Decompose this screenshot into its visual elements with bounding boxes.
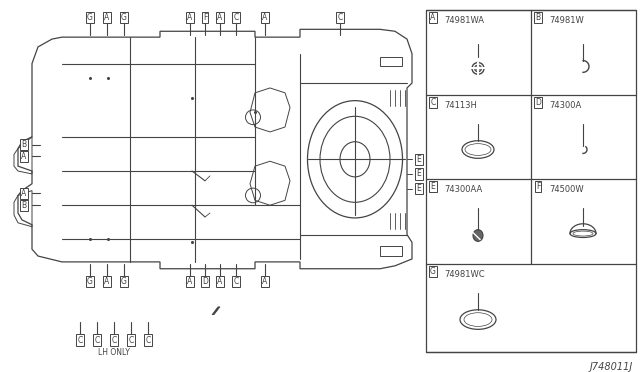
Text: A: A: [104, 13, 109, 22]
Text: E: E: [417, 155, 421, 164]
Text: 74981W: 74981W: [549, 16, 584, 25]
Text: 74500W: 74500W: [549, 185, 584, 194]
Text: D: D: [202, 277, 208, 286]
Bar: [380, 246, 402, 256]
Text: LH ONLY: LH ONLY: [98, 348, 130, 357]
Text: A: A: [21, 152, 27, 161]
Text: B: B: [21, 201, 27, 210]
Text: G: G: [121, 277, 127, 286]
Text: C: C: [234, 13, 239, 22]
Text: 74300A: 74300A: [549, 101, 581, 110]
Text: J748011J: J748011J: [589, 362, 633, 372]
Text: C: C: [337, 13, 342, 22]
Text: C: C: [111, 336, 116, 344]
Text: C: C: [94, 336, 100, 344]
Bar: [426, 10, 636, 352]
Text: G: G: [430, 267, 436, 276]
Text: G: G: [87, 13, 93, 22]
Text: A: A: [188, 13, 193, 22]
Text: D: D: [535, 98, 541, 107]
Text: A: A: [104, 277, 109, 286]
Text: F: F: [203, 13, 207, 22]
Text: 74113H: 74113H: [444, 101, 477, 110]
Ellipse shape: [474, 65, 481, 72]
Text: A: A: [188, 277, 193, 286]
Text: C: C: [430, 98, 436, 107]
Text: E: E: [417, 184, 421, 193]
Text: C: C: [129, 336, 134, 344]
Text: E: E: [431, 182, 435, 191]
Text: A: A: [218, 277, 223, 286]
Polygon shape: [212, 307, 220, 315]
Text: E: E: [417, 170, 421, 179]
Text: A: A: [262, 13, 268, 22]
Text: A: A: [262, 277, 268, 286]
Text: 74300AA: 74300AA: [444, 185, 483, 194]
Text: C: C: [77, 336, 83, 344]
Text: F: F: [536, 182, 540, 191]
Text: A: A: [218, 13, 223, 22]
Text: G: G: [121, 13, 127, 22]
Text: 74981WA: 74981WA: [444, 16, 484, 25]
Bar: [380, 57, 402, 67]
Text: D: D: [23, 156, 27, 161]
Text: 74981WC: 74981WC: [444, 270, 484, 279]
Text: C: C: [145, 336, 150, 344]
Text: A: A: [430, 13, 436, 22]
Text: G: G: [87, 277, 93, 286]
Text: A: A: [21, 189, 27, 198]
Text: C: C: [234, 277, 239, 286]
Text: B: B: [21, 140, 27, 149]
Text: B: B: [536, 13, 541, 22]
Ellipse shape: [473, 230, 483, 241]
